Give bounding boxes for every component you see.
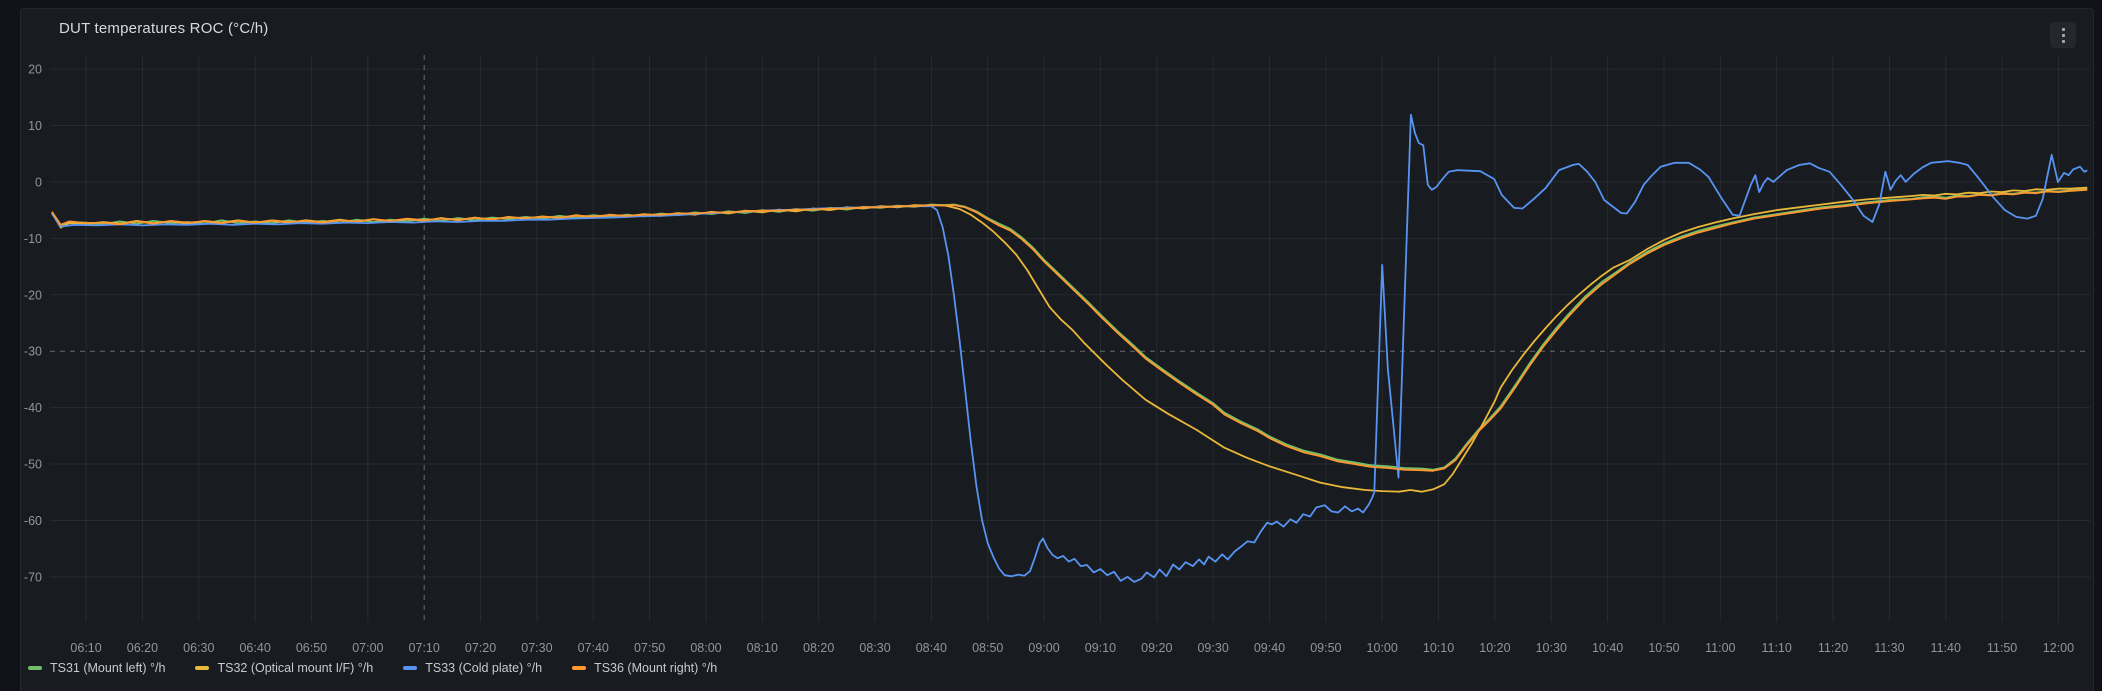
x-tick-label: 10:50 <box>1648 641 1679 655</box>
x-tick-label: 11:00 <box>1705 641 1735 655</box>
x-tick-label: 08:00 <box>690 641 721 655</box>
y-tick-label: -70 <box>24 570 42 584</box>
y-tick-label: -40 <box>24 401 42 415</box>
x-tick-label: 10:00 <box>1367 641 1398 655</box>
series-line-TS31 <box>51 188 2088 471</box>
legend-swatch <box>28 666 42 670</box>
panel-title: DUT temperatures ROC (°C/h) <box>59 20 269 37</box>
timeseries-panel: DUT temperatures ROC (°C/h) <box>20 8 2094 691</box>
x-tick-label: 09:00 <box>1028 641 1059 655</box>
legend-label: TS33 (Cold plate) °/h <box>425 661 543 675</box>
legend-label: TS32 (Optical mount I/F) °/h <box>217 661 374 675</box>
x-tick-label: 10:20 <box>1479 641 1510 655</box>
y-tick-label: -50 <box>24 458 42 472</box>
x-tick-label: 08:40 <box>916 641 947 655</box>
legend-swatch <box>195 666 210 670</box>
x-tick-label: 07:20 <box>465 641 496 655</box>
legend-label: TS36 (Mount right) °/h <box>594 661 718 675</box>
legend-label: TS31 (Mount left) °/h <box>50 661 166 675</box>
series-line-TS36 <box>51 188 2088 472</box>
x-tick-label: 07:00 <box>352 641 383 655</box>
x-tick-label: 10:10 <box>1423 641 1454 655</box>
x-tick-label: 07:50 <box>634 641 665 655</box>
x-tick-label: 10:40 <box>1592 641 1623 655</box>
y-tick-label: 0 <box>35 175 42 189</box>
x-tick-label: 06:20 <box>127 641 158 655</box>
x-tick-label: 09:30 <box>1197 641 1228 655</box>
y-tick-label: 10 <box>28 119 42 133</box>
x-tick-label: 09:50 <box>1310 641 1341 655</box>
x-tick-label: 09:40 <box>1254 641 1285 655</box>
x-tick-label: 07:30 <box>521 641 552 655</box>
series-line-TS33 <box>51 113 2088 583</box>
x-tick-label: 06:10 <box>70 641 101 655</box>
legend-item-TS36[interactable]: TS36 (Mount right) °/h <box>572 661 717 675</box>
x-tick-label: 12:00 <box>2043 641 2074 655</box>
x-tick-label: 06:50 <box>296 641 327 655</box>
x-tick-label: 08:20 <box>803 641 834 655</box>
y-tick-label: 20 <box>28 63 42 77</box>
x-tick-label: 11:50 <box>1987 641 2017 655</box>
x-tick-label: 08:30 <box>859 641 890 655</box>
x-tick-label: 09:10 <box>1085 641 1116 655</box>
legend: TS31 (Mount left) °/h TS32 (Optical mount… <box>28 661 717 675</box>
x-tick-label: 07:40 <box>578 641 609 655</box>
legend-item-TS31[interactable]: TS31 (Mount left) °/h <box>28 661 165 675</box>
x-tick-label: 07:10 <box>409 641 440 655</box>
legend-swatch <box>403 666 418 670</box>
legend-swatch <box>572 666 587 670</box>
x-tick-label: 08:10 <box>747 641 778 655</box>
x-tick-label: 10:30 <box>1536 641 1567 655</box>
x-tick-label: 06:40 <box>239 641 270 655</box>
y-tick-label: -30 <box>24 345 42 359</box>
y-tick-label: -60 <box>24 514 42 528</box>
x-tick-label: 11:20 <box>1818 641 1848 655</box>
panel-menu-button[interactable] <box>2050 22 2076 48</box>
legend-item-TS33[interactable]: TS33 (Cold plate) °/h <box>403 661 542 675</box>
y-tick-label: -10 <box>24 232 42 246</box>
kebab-menu-icon <box>2061 27 2065 31</box>
x-tick-label: 08:50 <box>972 641 1003 655</box>
y-tick-label: -20 <box>24 288 42 302</box>
series-line-TS32 <box>51 186 2088 493</box>
x-tick-label: 11:40 <box>1931 641 1961 655</box>
x-tick-label: 11:30 <box>1874 641 1904 655</box>
legend-item-TS32[interactable]: TS32 (Optical mount I/F) °/h <box>195 661 373 675</box>
x-tick-label: 11:10 <box>1761 641 1791 655</box>
x-tick-label: 06:30 <box>183 641 214 655</box>
x-tick-label: 09:20 <box>1141 641 1172 655</box>
